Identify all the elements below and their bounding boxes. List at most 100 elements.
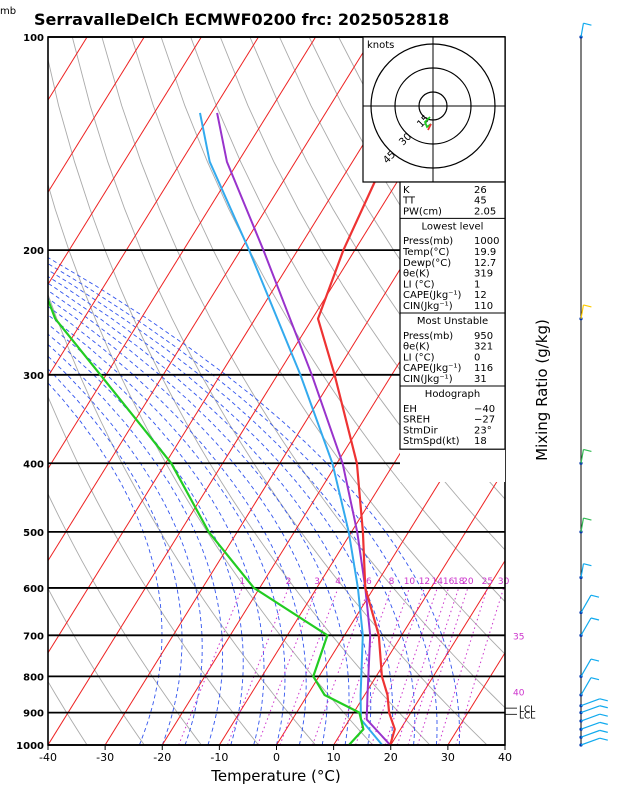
lowest-value: 19.9 (474, 247, 496, 258)
isotherm-line (390, 559, 505, 745)
table-background (400, 182, 505, 482)
unstable-value: 950 (474, 331, 493, 342)
x-tick-label: -20 (153, 751, 171, 764)
x-tick-label: 40 (498, 751, 512, 764)
table-frame (399, 181, 506, 450)
x-tick-label: 30 (441, 751, 455, 764)
pressure-tick-label: 100 (23, 33, 44, 44)
moist-adiabat-line (48, 290, 350, 745)
x-tick-label: -10 (210, 751, 228, 764)
isotherm-line (48, 37, 374, 562)
wind-barb-flag (583, 448, 592, 453)
lowest-value: 1000 (474, 236, 499, 247)
dry-adiabat-line (48, 680, 88, 745)
lowest-label: CAPE(Jkg⁻¹) (403, 290, 461, 301)
x-tick-label: 10 (327, 751, 341, 764)
mixing-ratio-title: Mixing Ratio (g/kg) (533, 319, 551, 461)
lowest-value: 319 (474, 269, 493, 280)
virtual-parcel-line (199, 112, 383, 745)
mixing-ratio-line (407, 587, 460, 745)
theta-e-label: 40 (513, 688, 525, 698)
mixing-ratio-label: 3 (314, 577, 320, 587)
unstable-label: Press(mb) (403, 331, 453, 342)
wind-barb-flag (590, 594, 600, 598)
wind-barb-flag (599, 721, 608, 725)
pressure-tick-label: 700 (23, 631, 44, 642)
x-tick-label: -40 (39, 751, 57, 764)
temperature-line (316, 37, 448, 745)
mixing-ratio-line (417, 587, 469, 745)
unstable-value: 31 (474, 374, 487, 385)
isotherm-line (161, 191, 505, 745)
pressure-tick-label: 300 (23, 371, 44, 382)
dry-adiabat-line (160, 37, 505, 603)
lcl-label: LCL (519, 705, 535, 715)
hodo-value: −27 (474, 415, 495, 426)
wind-barb (580, 737, 600, 746)
hodo-label: StmSpd(kt) (403, 436, 460, 447)
moist-adiabat-line (48, 257, 460, 745)
mixing-ratio-label: 8 (389, 577, 395, 587)
wind-barb (580, 677, 592, 696)
hodo-title: Hodograph (425, 389, 480, 400)
pressure-tick-label: 500 (23, 528, 44, 539)
dry-adiabat-line (48, 587, 145, 745)
moist-adiabat-line (48, 333, 244, 745)
isotherm-line (48, 37, 259, 378)
index-label: K (403, 185, 410, 196)
mixing-ratio-label: 30 (498, 577, 510, 587)
barb-station (579, 530, 583, 534)
wind-barb (580, 563, 585, 578)
mixing-ratio-label: 16 (443, 577, 455, 587)
lowest-value: 1 (474, 279, 480, 290)
wind-barbs (579, 22, 608, 747)
dry-adiabat-line (71, 37, 488, 745)
wind-barb-flag (599, 737, 608, 741)
wind-barb-flag (599, 705, 608, 709)
wind-barb-flag (590, 658, 600, 662)
x-tick-label: -30 (96, 751, 114, 764)
lowest-label: LI (°C) (403, 279, 435, 290)
wind-barb-flag (599, 729, 608, 733)
moist-adiabat-line (48, 305, 307, 745)
unstable-label: LI (°C) (403, 352, 435, 363)
index-value: 45 (474, 196, 487, 207)
mixing-ratio-label: 1 (239, 577, 245, 587)
wind-barb (580, 304, 585, 319)
x-axis-title: Temperature (°C) (210, 767, 340, 785)
wind-barb (580, 617, 592, 636)
moist-adiabat-line (48, 355, 203, 745)
mixing-ratio-label: 18 (453, 577, 465, 587)
hodo-label: SREH (403, 415, 430, 426)
index-value: 26 (474, 185, 487, 196)
mixing-ratio-label: 25 (482, 577, 493, 587)
page-title: SerravalleDelCh ECMWF0200 frc: 202505281… (34, 10, 449, 29)
hodograph-unit: knots (367, 40, 394, 51)
wind-barb-flag (583, 22, 592, 26)
hodo-label: StmDir (403, 425, 438, 436)
moist-adiabat-line (48, 314, 286, 745)
lowest-value: 12.7 (474, 258, 496, 269)
isotherm-line (333, 467, 505, 745)
barb-station (579, 575, 583, 580)
unstable-label: θe(K) (403, 342, 430, 353)
wind-barb (580, 705, 600, 714)
mixing-ratio-line (227, 587, 289, 745)
dry-adiabat-line (101, 37, 505, 709)
isotherm-line (48, 37, 431, 654)
hodo-value: −40 (474, 404, 495, 415)
moist-adiabat-line (48, 323, 265, 745)
isotherm-line (48, 37, 317, 470)
mixing-ratio-label: 14 (432, 577, 444, 587)
mixing-ratio-label: 20 (462, 577, 474, 587)
isotherm-line (48, 37, 202, 286)
moist-adiabat-line (48, 297, 328, 745)
lowest-label: Press(mb) (403, 236, 453, 247)
index-value: 2.05 (474, 206, 496, 217)
pressure-tick-label: 600 (23, 584, 44, 595)
dry-adiabat-line (219, 37, 505, 500)
hodo-value: 23° (474, 425, 492, 436)
